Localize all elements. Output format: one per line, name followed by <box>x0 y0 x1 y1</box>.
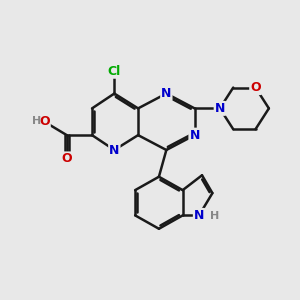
Text: O: O <box>250 81 261 94</box>
Text: H: H <box>210 211 220 221</box>
Text: N: N <box>109 143 119 157</box>
Text: Cl: Cl <box>108 65 121 78</box>
Text: N: N <box>215 102 225 115</box>
Text: O: O <box>39 115 50 128</box>
Text: O: O <box>61 152 72 165</box>
Text: N: N <box>194 209 204 222</box>
Text: H: H <box>32 116 41 126</box>
Text: N: N <box>161 87 172 100</box>
Text: N: N <box>189 129 200 142</box>
